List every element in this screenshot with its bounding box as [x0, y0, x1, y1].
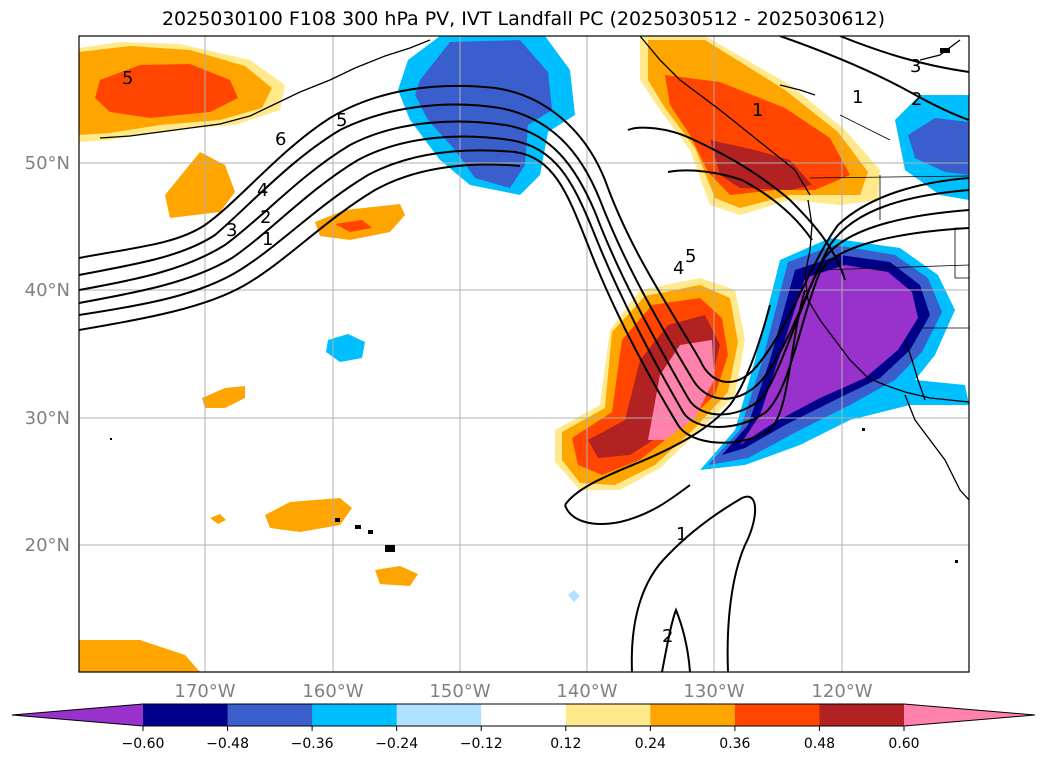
colorbar-tick-label: −0.12 [460, 736, 503, 752]
colorbar-tick-label: −0.60 [122, 736, 165, 752]
colorbar-extend-low [12, 704, 143, 726]
lat-label-20n: 20°N [25, 535, 70, 556]
colorbar-tick-label: −0.36 [291, 736, 334, 752]
lon-label-160w: 160°W [302, 681, 363, 702]
lat-label-50n: 50°N [25, 153, 70, 174]
contour-label: 1 [262, 229, 273, 250]
pv-anomaly-negative-dot [568, 590, 580, 602]
pv-anomaly-positive-small-2 [315, 204, 405, 240]
colorbar-tick-label: 0.48 [804, 736, 835, 752]
islands [110, 48, 958, 563]
contour-label: 4 [257, 180, 268, 201]
contour-label: 1 [676, 524, 687, 545]
lat-label-30n: 30°N [25, 408, 70, 429]
contour-label: 1 [852, 87, 863, 108]
colorbar-tick-label: −0.48 [206, 736, 249, 752]
latitude-labels: 50°N 40°N 30°N 20°N [25, 153, 70, 556]
coastlines [99, 36, 969, 501]
lon-label-140w: 140°W [556, 681, 617, 702]
longitude-labels: 170°W 160°W 150°W 140°W 130°W 120°W [174, 681, 872, 702]
contour-label: 6 [275, 129, 286, 150]
contour-label: 2 [260, 207, 271, 228]
colorbar-segment [227, 704, 313, 726]
colorbar-segment [312, 704, 398, 726]
lon-label-130w: 130°W [683, 681, 744, 702]
colorbar-segment [396, 704, 482, 726]
lon-label-170w: 170°W [174, 681, 235, 702]
colorbar-segment [481, 704, 567, 726]
lon-label-120w: 120°W [811, 681, 872, 702]
pv-anomaly-positive-aleutian [79, 42, 285, 142]
contour-label: 3 [226, 220, 237, 241]
contour-label: 2 [662, 626, 673, 647]
contour-label: 4 [673, 258, 684, 279]
pv-anomaly-positive-dot [210, 514, 226, 524]
colorbar-tick-label: 0.60 [888, 736, 919, 752]
map-title: 2025030100 F108 300 hPa PV, IVT Landfall… [161, 8, 886, 30]
colorbar-segment [819, 704, 905, 726]
contour-label: 2 [911, 89, 922, 110]
contour-label: 5 [122, 68, 133, 89]
pv-anomaly-positive-bottom-left [79, 640, 200, 672]
pv-anomaly-positive-small-3 [202, 386, 245, 408]
lon-label-150w: 150°W [429, 681, 490, 702]
contour-label: 3 [910, 56, 921, 77]
colorbar-tick-label: 0.24 [635, 736, 666, 752]
colorbar-tick-label: 0.12 [550, 736, 581, 752]
pv-contours [79, 36, 969, 672]
map-plot-area: 5 6 5 4 3 2 1 1 1 2 3 5 4 1 2 [79, 36, 969, 672]
colorbar-tick-label: −0.24 [375, 736, 418, 752]
map-frame [78, 35, 970, 673]
colorbar-segment [143, 704, 229, 726]
pv-anomaly-positive-hawaii [265, 498, 352, 532]
pv-anomaly-negative-gulf-alaska [398, 36, 575, 195]
pv-contour-labels: 5 6 5 4 3 2 1 1 1 2 3 5 4 1 2 [122, 56, 922, 647]
colorbar-tick-label: 0.36 [719, 736, 750, 752]
colorbar-extend-high [904, 704, 1035, 726]
pv-anomaly-negative-small [326, 334, 365, 362]
contour-label: 5 [685, 246, 696, 267]
pv-anomaly-positive-small-1 [165, 152, 235, 218]
colorbar-segment [734, 704, 820, 726]
pv-anomaly-negative-bc-coast [895, 95, 969, 200]
contour-label: 1 [752, 100, 763, 121]
pv-anomaly-positive-central-pacific [555, 278, 745, 490]
contour-label: 5 [336, 110, 347, 131]
lat-label-40n: 40°N [25, 280, 70, 301]
colorbar-segment [565, 704, 651, 726]
pv-anomaly-positive-small-4 [375, 566, 418, 586]
graticule [79, 36, 969, 672]
colorbar-segment [650, 704, 736, 726]
colorbar: −0.60 −0.48 −0.36 −0.24 −0.12 0.12 0.24 0.36 0.4… [11, 703, 1036, 752]
